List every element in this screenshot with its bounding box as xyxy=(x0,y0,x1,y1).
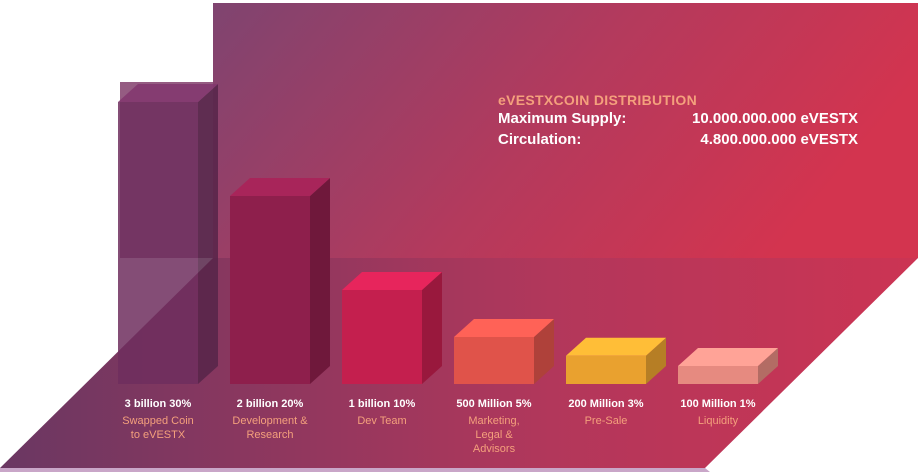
bar-amount: 3 billion 30% xyxy=(124,398,192,410)
back-wall xyxy=(213,3,918,258)
bar-amount: 500 Million 5% xyxy=(456,398,532,410)
bar-category: Research xyxy=(246,429,294,441)
floor-edge xyxy=(0,468,710,472)
bar-front xyxy=(230,196,310,384)
bar-amount: 200 Million 3% xyxy=(568,398,644,410)
supply-row: Maximum Supply: 10.000.000.000 eVESTX xyxy=(498,108,858,129)
bar-label-1: 3 billion 30% Swapped Coin to eVESTX xyxy=(98,397,218,442)
bar-front xyxy=(342,290,422,384)
bars-group xyxy=(118,84,778,384)
bar-amount: 100 Million 1% xyxy=(680,398,756,410)
bar-category: to eVESTX xyxy=(130,429,186,441)
bar-5 xyxy=(566,337,666,384)
bar-side xyxy=(310,178,330,384)
supply-panel: eVESTXCOIN DISTRIBUTION Maximum Supply: … xyxy=(498,92,858,150)
bar-top xyxy=(230,178,330,196)
bar-label-5: 200 Million 3% Pre-Sale xyxy=(546,397,666,428)
bar-amount: 2 billion 20% xyxy=(236,398,304,410)
bar-4 xyxy=(454,319,554,384)
bar-category: Pre-Sale xyxy=(584,415,628,427)
bar-top xyxy=(118,84,218,102)
bar-front xyxy=(118,102,198,384)
circulation-label: Circulation: xyxy=(498,131,582,148)
bar-category: Liquidity xyxy=(697,415,739,427)
bar-front xyxy=(678,366,758,384)
bar-side xyxy=(198,84,218,384)
chart-title: eVESTXCOIN DISTRIBUTION xyxy=(498,92,698,108)
bar-label-3: 1 billion 10% Dev Team xyxy=(322,397,442,428)
bar-amount: 1 billion 10% xyxy=(348,398,416,410)
bar-top xyxy=(342,272,442,290)
bar-top xyxy=(454,319,554,337)
bar-category: Legal & xyxy=(475,429,513,441)
bar-label-2: 2 billion 20% Development & Research xyxy=(210,397,330,442)
bar-3 xyxy=(342,272,442,384)
bar-category: Dev Team xyxy=(357,415,407,427)
bar-6 xyxy=(678,348,778,384)
bar-top xyxy=(566,337,666,356)
bar-category: Marketing, xyxy=(468,415,520,427)
bar-side xyxy=(422,272,442,384)
bar-1 xyxy=(118,84,218,384)
bar-category: Development & xyxy=(232,415,308,427)
circulation-row: Circulation: 4.800.000.000 eVESTX xyxy=(498,129,858,150)
supply-label: Maximum Supply: xyxy=(498,110,627,127)
bar-front xyxy=(454,337,534,384)
supply-value: 10.000.000.000 eVESTX xyxy=(692,110,858,127)
bar-2 xyxy=(230,178,330,384)
bar-label-4: 500 Million 5% Marketing, Legal & Advisors xyxy=(434,397,554,456)
bar-front xyxy=(566,355,646,384)
bar-category: Advisors xyxy=(472,443,516,455)
circulation-value: 4.800.000.000 eVESTX xyxy=(700,131,858,148)
bar-side xyxy=(534,319,554,384)
bar-label-6: 100 Million 1% Liquidity xyxy=(658,397,778,428)
bar-side xyxy=(646,337,666,384)
bar-side xyxy=(758,348,778,384)
bar-category: Swapped Coin xyxy=(122,415,194,427)
bar-top xyxy=(678,348,778,366)
